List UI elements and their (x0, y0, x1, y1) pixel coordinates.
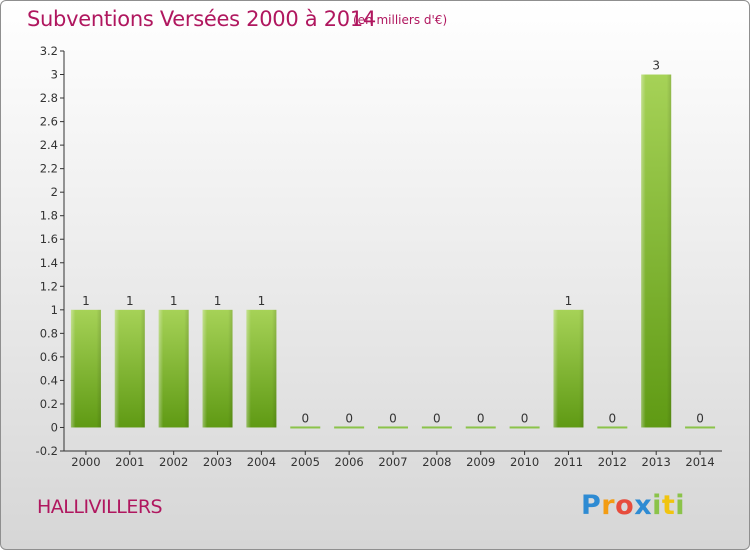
bar-shade (158, 309, 189, 428)
x-tick-label: 2000 (71, 455, 100, 469)
y-tick-label: 2.6 (40, 115, 58, 129)
proxiti-logo[interactable]: Proxiti (581, 490, 686, 521)
y-tick-label: 3.2 (40, 44, 58, 58)
bar[interactable] (290, 426, 321, 429)
x-tick-label: 2010 (510, 455, 539, 469)
y-tick-label: 2 (51, 185, 58, 199)
commune-name: HALLIVILLERS (37, 496, 163, 518)
x-tick-label: 2012 (598, 455, 627, 469)
y-tick-label: 1 (51, 303, 58, 317)
y-tick-label: 1.4 (40, 256, 58, 270)
bar[interactable] (334, 426, 365, 429)
bar-shade (641, 74, 672, 428)
x-tick-label: 2013 (642, 455, 671, 469)
x-tick-label: 2002 (159, 455, 188, 469)
data-label: 0 (609, 411, 617, 425)
x-tick-label: 2007 (378, 455, 407, 469)
x-tick-label: 2014 (685, 455, 714, 469)
y-tick-label: 1.8 (40, 209, 58, 223)
bar[interactable] (378, 426, 408, 429)
x-tick-label: 2001 (115, 455, 144, 469)
data-label: 0 (345, 411, 353, 425)
y-tick-label: 0.8 (40, 326, 58, 340)
data-label: 0 (389, 411, 397, 425)
x-tick-label: 2008 (422, 455, 451, 469)
x-tick-label: 2009 (466, 455, 495, 469)
data-label: 0 (433, 411, 441, 425)
data-label: 0 (521, 411, 529, 425)
data-label: 0 (477, 411, 485, 425)
data-label: 0 (696, 411, 704, 425)
bar-shade (553, 309, 584, 428)
x-tick-label: 2005 (291, 455, 320, 469)
x-tick-label: 2004 (247, 455, 276, 469)
bar[interactable] (465, 426, 496, 429)
data-label: 0 (301, 411, 309, 425)
x-tick-label: 2003 (203, 455, 232, 469)
bar-shade (114, 309, 145, 428)
chart-title: Subventions Versées 2000 à 2014 (27, 7, 376, 31)
bar[interactable] (509, 426, 540, 429)
data-label: 1 (126, 294, 134, 308)
y-tick-label: 0.6 (40, 350, 58, 364)
bar-shade (202, 309, 233, 428)
chart-subtitle: (en milliers d'€) (353, 13, 448, 27)
data-label: 1 (82, 294, 90, 308)
y-tick-label: 0 (51, 420, 58, 434)
data-label: 3 (652, 59, 660, 73)
x-tick-label: 2011 (554, 455, 583, 469)
x-tick-label: 2006 (334, 455, 363, 469)
bar[interactable] (685, 426, 716, 429)
y-tick-label: 0.2 (40, 397, 58, 411)
data-label: 1 (170, 294, 178, 308)
data-label: 1 (258, 294, 266, 308)
bar-shade (70, 309, 101, 428)
y-tick-label: 2.8 (40, 91, 58, 105)
y-tick-label: 2.4 (40, 138, 58, 152)
y-tick-label: -0.2 (36, 444, 58, 458)
y-tick-label: 1.6 (40, 232, 58, 246)
data-label: 1 (214, 294, 222, 308)
y-tick-label: 0.4 (40, 373, 58, 387)
y-tick-label: 1.2 (40, 279, 58, 293)
bar-shade (246, 309, 277, 428)
y-tick-label: 2.2 (40, 162, 58, 176)
y-tick-label: 3 (51, 68, 58, 82)
bar[interactable] (421, 426, 452, 429)
data-label: 1 (565, 294, 573, 308)
bar[interactable] (597, 426, 628, 429)
